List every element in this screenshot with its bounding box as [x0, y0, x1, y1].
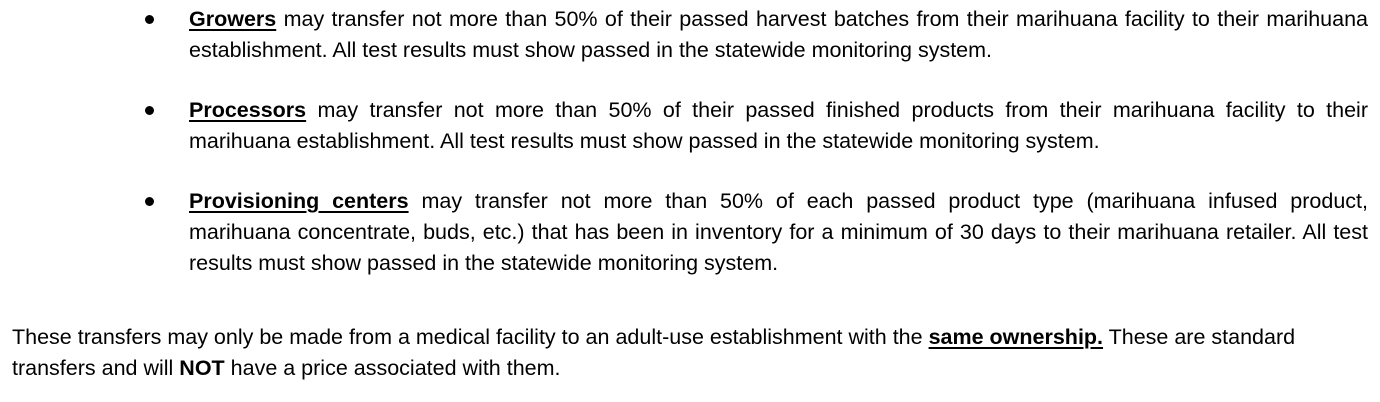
term-provisioning-centers: Provisioning centers [189, 189, 409, 213]
rule-text-provisioning-centers: may transfer not more than 50% of each p… [189, 189, 1368, 275]
bullet-icon [145, 106, 154, 115]
rule-text-processors: may transfer not more than 50% of their … [189, 98, 1368, 153]
same-ownership-emphasis: same ownership. [928, 325, 1104, 349]
transfer-rules-list: Growers may transfer not more than 50% o… [0, 4, 1380, 279]
closing-text-3: have a price associated with them. [224, 356, 561, 380]
not-emphasis: NOT [179, 356, 225, 380]
closing-paragraph: These transfers may only be made from a … [12, 322, 1370, 384]
closing-text-1: These transfers may only be made from a … [12, 325, 929, 349]
bullet-icon [145, 197, 154, 206]
list-item-provisioning-centers: Provisioning centers may transfer not mo… [0, 186, 1380, 279]
list-item-processors: Processors may transfer not more than 50… [0, 95, 1380, 157]
rule-text-growers: may transfer not more than 50% of their … [189, 7, 1368, 62]
term-growers: Growers [189, 7, 277, 31]
bullet-icon [145, 15, 154, 24]
list-item-growers: Growers may transfer not more than 50% o… [0, 4, 1380, 66]
term-processors: Processors [189, 98, 307, 122]
closing-text-2: These are standard transfers and will [12, 325, 1296, 380]
